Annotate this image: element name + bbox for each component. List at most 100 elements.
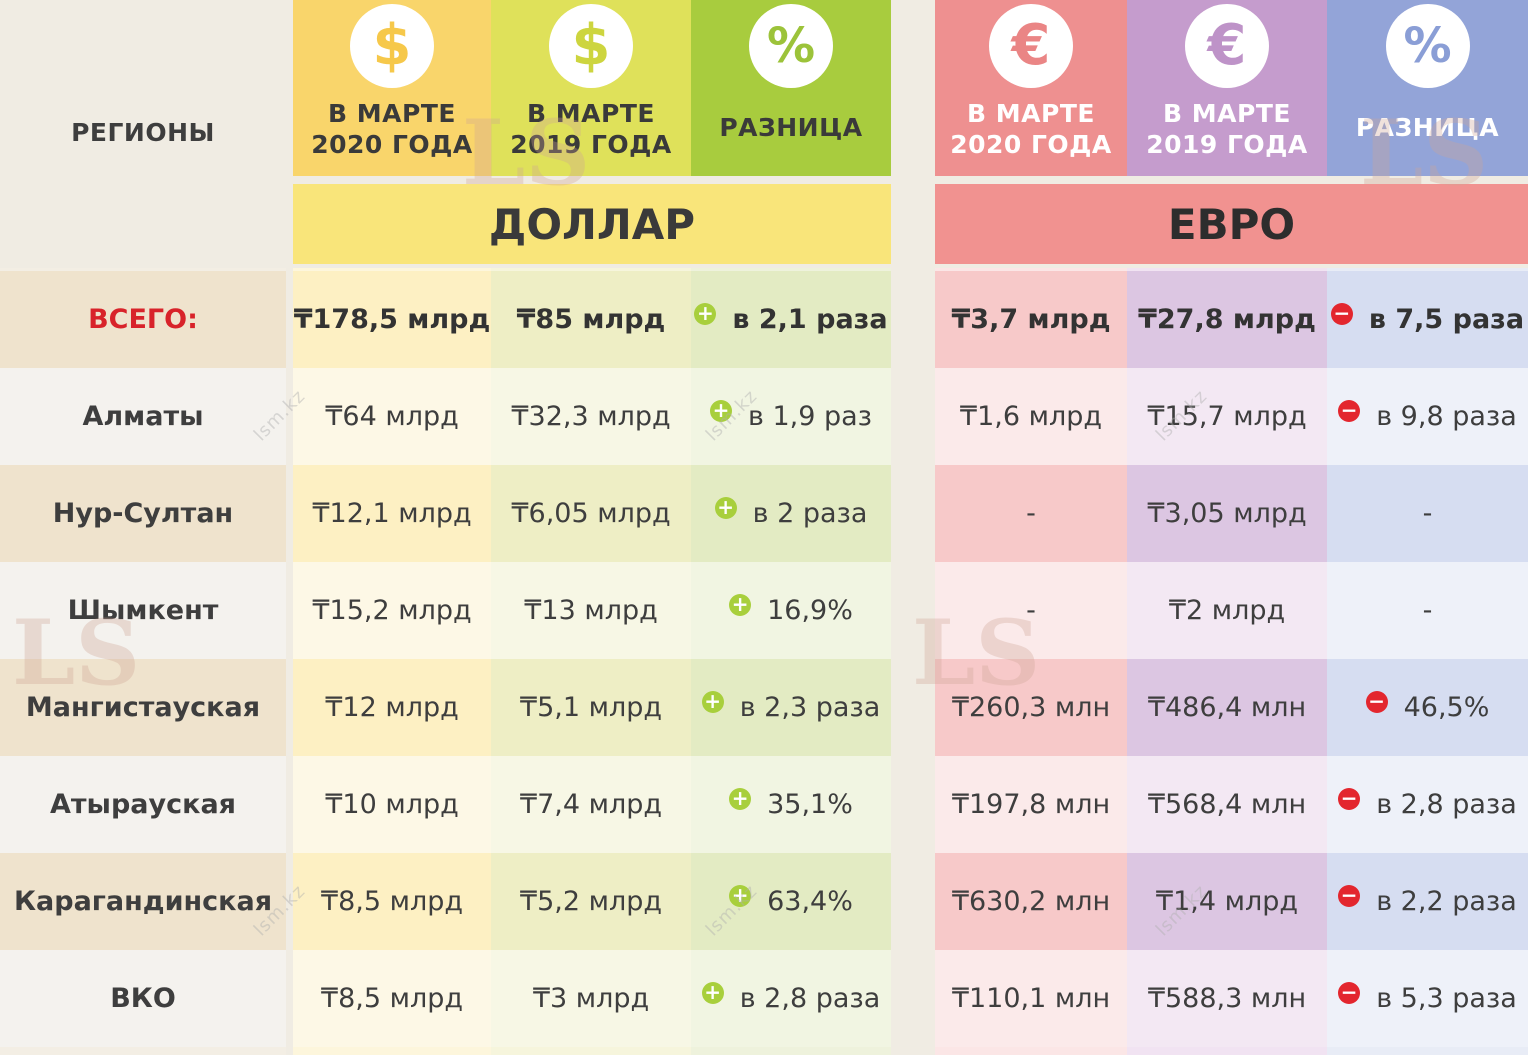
- usd-2019-value: ₸3 млрд: [532, 983, 650, 1014]
- eur-diff-cell: −46,5%: [1327, 659, 1528, 756]
- eur-2019-value: ₸2 млрд: [1168, 595, 1286, 626]
- usd-2020-cell: ₸15,2 млрд: [293, 562, 491, 659]
- usd-2020-value: ₸12,1 млрд: [312, 498, 472, 529]
- region-cell: Мангистауская: [0, 659, 286, 756]
- euro-icon: €: [1185, 4, 1269, 88]
- eur-2019-cell: ₸3,05 млрд: [1127, 465, 1327, 562]
- usd-diff-value: в 2,8 раза: [739, 983, 881, 1014]
- region-cell: Атырауская: [0, 756, 286, 853]
- usd-diff-value: в 1,9 раз: [747, 401, 873, 432]
- plus-circle-icon: +: [694, 302, 717, 325]
- usd-diff-header-label: РАЗНИЦА: [719, 113, 863, 142]
- eur-2020-value: -: [1026, 498, 1036, 529]
- usd-2019-header-line1: В МАРТЕ: [527, 99, 655, 128]
- table-row: Карагандинская ₸8,5 млрд ₸5,2 млрд +63,4% ₸6…: [0, 853, 1528, 950]
- region-value: Мангистауская: [25, 692, 261, 723]
- usd-2019-value: ₸5,1 млрд: [519, 692, 663, 723]
- total-row: ВСЕГО: ₸178,5 млрд ₸85 млрд + в 2,1 раза ₸3,7…: [0, 271, 1528, 368]
- eur-diff-header: % РАЗНИЦА: [1327, 0, 1528, 176]
- eur-2020-value: ₸260,3 млн: [951, 692, 1111, 723]
- usd-2020-cell: ₸8,5 млрд: [293, 950, 491, 1047]
- eur-diff-value: в 2,2 раза: [1376, 886, 1517, 917]
- region-cell: Шымкент: [0, 562, 286, 659]
- eur-2019-value: ₸568,4 млн: [1147, 789, 1307, 820]
- usd-diff-cell: + в 2,8 раза: [691, 950, 891, 1047]
- eur-2019-header-line2: 2019 ГОДА: [1146, 130, 1308, 159]
- minus-circle-icon: −: [1338, 399, 1361, 422]
- usd-diff-value: 16,9%: [767, 595, 853, 626]
- plus-circle-icon: +: [729, 593, 752, 616]
- usd-2020-cell: ₸10 млрд: [293, 756, 491, 853]
- percent-icon: %: [749, 4, 833, 88]
- eur-2019-value: ₸27,8 млрд: [1138, 304, 1316, 335]
- euro-band-label: ЕВРО: [1167, 199, 1296, 249]
- table-row: Шымкент ₸15,2 млрд ₸13 млрд +16,9% - ₸2 млрд -: [0, 562, 1528, 659]
- eur-2020-cell: ₸3,7 млрд: [935, 271, 1127, 368]
- usd-2019-value: ₸13 млрд: [524, 595, 658, 626]
- dollar-icon: $: [549, 4, 633, 88]
- eur-2020-header-line2: 2020 ГОДА: [950, 130, 1112, 159]
- eur-2020-value: ₸197,8 млн: [951, 789, 1111, 820]
- table-row: ВКО ₸8,5 млрд ₸3 млрд + в 2,8 раза ₸110,1 млн…: [0, 950, 1528, 1047]
- usd-diff-cell: +16,9%: [691, 562, 891, 659]
- minus-circle-icon: −: [1338, 981, 1361, 1004]
- eur-2019-value: ₸588,3 млн: [1147, 983, 1307, 1014]
- usd-2019-value: ₸32,3 млрд: [511, 401, 671, 432]
- usd-diff-value: 63,4%: [767, 886, 853, 917]
- region-value: ВСЕГО:: [88, 304, 198, 335]
- usd-2020-cell: ₸178,5 млрд: [293, 271, 491, 368]
- eur-2020-value: ₸3,7 млрд: [951, 304, 1111, 335]
- eur-2019-value: ₸15,7 млрд: [1147, 401, 1307, 432]
- usd-2020-value: ₸15,2 млрд: [312, 595, 472, 626]
- eur-diff-value: в 7,5 раза: [1368, 304, 1525, 335]
- usd-2019-cell: ₸5,1 млрд: [491, 659, 691, 756]
- usd-2019-value: ₸6,05 млрд: [511, 498, 671, 529]
- eur-diff-cell: -: [1327, 465, 1528, 562]
- table-row: Атырауская ₸10 млрд ₸7,4 млрд +35,1% ₸197,8 …: [0, 756, 1528, 853]
- usd-2020-cell: ₸12,1 млрд: [293, 465, 491, 562]
- eur-2020-cell: -: [935, 465, 1127, 562]
- dollar-band: ДОЛЛАР: [293, 184, 891, 264]
- eur-2020-cell: ₸197,8 млн: [935, 756, 1127, 853]
- eur-2019-cell: ₸27,8 млрд: [1127, 271, 1327, 368]
- usd-diff-cell: +63,4%: [691, 853, 891, 950]
- usd-2020-value: ₸10 млрд: [325, 789, 459, 820]
- plus-circle-icon: +: [729, 787, 752, 810]
- eur-2019-cell: ₸568,4 млн: [1127, 756, 1327, 853]
- eur-2019-header: € В МАРТЕ 2019 ГОДА: [1127, 0, 1327, 176]
- eur-2020-header-line1: В МАРТЕ: [967, 99, 1095, 128]
- eur-diff-value: -: [1422, 498, 1433, 529]
- eur-2020-value: ₸110,1 млн: [951, 983, 1111, 1014]
- usd-2019-cell: ₸3 млрд: [491, 950, 691, 1047]
- minus-circle-icon: −: [1338, 884, 1361, 907]
- region-value: Шымкент: [67, 595, 219, 626]
- eur-diff-value: 46,5%: [1403, 692, 1490, 723]
- region-cell: Карагандинская: [0, 853, 286, 950]
- eur-2019-cell: ₸1,4 млрд: [1127, 853, 1327, 950]
- dollar-band-label: ДОЛЛАР: [488, 199, 696, 249]
- usd-diff-value: в 2 раза: [752, 498, 868, 529]
- usd-2019-cell: ₸5,2 млрд: [491, 853, 691, 950]
- eur-2020-cell: ₸110,1 млн: [935, 950, 1127, 1047]
- eur-diff-value: в 2,8 раза: [1376, 789, 1517, 820]
- eur-diff-cell: -: [1327, 562, 1528, 659]
- eur-diff-header-label: РАЗНИЦА: [1355, 113, 1500, 142]
- eur-2019-cell: ₸486,4 млн: [1127, 659, 1327, 756]
- regions-header: РЕГИОНЫ: [0, 0, 286, 264]
- eur-2020-header: € В МАРТЕ 2020 ГОДА: [935, 0, 1127, 176]
- usd-diff-cell: + в 2,1 раза: [691, 271, 891, 368]
- eur-2020-value: ₸630,2 млн: [951, 886, 1111, 917]
- eur-2020-value: ₸1,6 млрд: [959, 401, 1103, 432]
- region-value: Нур-Султан: [52, 498, 234, 529]
- usd-2020-cell: ₸12 млрд: [293, 659, 491, 756]
- region-value: ВКО: [110, 983, 176, 1014]
- eur-2019-value: ₸3,05 млрд: [1147, 498, 1307, 529]
- eur-diff-cell: − в 2,8 раза: [1327, 756, 1528, 853]
- dollar-icon: $: [350, 4, 434, 88]
- eur-2020-cell: ₸630,2 млн: [935, 853, 1127, 950]
- eur-diff-cell: − в 7,5 раза: [1327, 271, 1528, 368]
- region-cell: Нур-Султан: [0, 465, 286, 562]
- regions-label: РЕГИОНЫ: [71, 117, 215, 147]
- plus-circle-icon: +: [701, 690, 724, 713]
- minus-circle-icon: −: [1338, 787, 1361, 810]
